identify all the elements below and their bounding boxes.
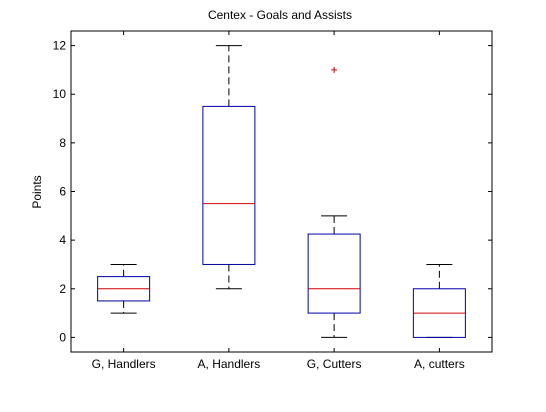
x-axis-labels: G, Handlers A, Handlers G, Cutters A, cutte… — [92, 31, 465, 371]
box-group — [97, 263, 151, 314]
y-tick-label: 0 — [59, 330, 66, 344]
y-tick-label: 4 — [59, 233, 66, 247]
y-tick-label: 2 — [59, 282, 66, 296]
box-group — [307, 66, 361, 338]
box-group — [202, 45, 256, 290]
x-category-label: G, Handlers — [92, 357, 156, 371]
y-tick-label: 6 — [59, 185, 66, 199]
plot-area — [70, 30, 493, 353]
y-tick-label: 10 — [53, 87, 67, 101]
outlier-marker — [331, 66, 338, 73]
x-category-label: G, Cutters — [307, 357, 362, 371]
y-axis-label: Points — [30, 175, 44, 208]
iqr-box — [202, 105, 256, 265]
y-tick-label: 12 — [53, 39, 67, 53]
chart-title: Centex - Goals and Assists — [208, 8, 352, 22]
boxes — [97, 45, 466, 338]
y-axis-ticks: 0 2 4 6 8 10 12 — [53, 39, 492, 344]
x-category-label: A, cutters — [414, 357, 465, 371]
iqr-box — [307, 233, 361, 314]
y-tick-label: 8 — [59, 136, 66, 150]
x-category-label: A, Handlers — [198, 357, 261, 371]
box-group — [412, 263, 466, 338]
